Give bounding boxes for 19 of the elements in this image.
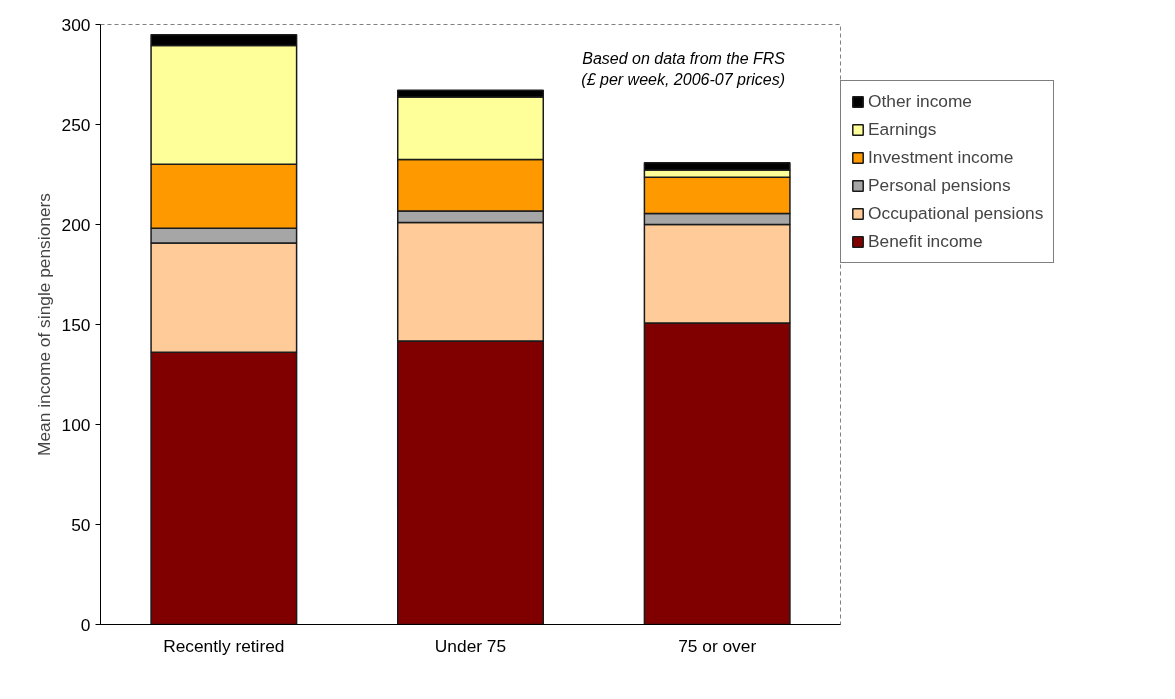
legend-label: Personal pensions xyxy=(868,175,1011,196)
x-tick-label: Recently retired xyxy=(163,635,285,656)
y-tick-label: 50 xyxy=(71,514,91,535)
y-tick-label: 150 xyxy=(61,314,91,335)
legend-label: Occupational pensions xyxy=(868,203,1044,224)
annotation: Based on data from the FRS xyxy=(582,49,786,67)
y-axis-title: Mean income of single pensioners xyxy=(33,192,54,456)
y-tick-label: 100 xyxy=(61,414,91,435)
y-tick-label: 300 xyxy=(61,14,91,35)
legend-label: Other income xyxy=(868,91,973,112)
legend-label: Benefit income xyxy=(868,231,983,252)
legend-label: Investment income xyxy=(868,147,1014,168)
legend-label: Earnings xyxy=(868,119,937,140)
y-tick-label: 200 xyxy=(61,214,91,235)
x-tick-label: 75 or over xyxy=(678,635,757,656)
y-tick-label: 0 xyxy=(80,614,91,635)
y-tick-label: 250 xyxy=(61,114,91,135)
annotation: (£ per week, 2006-07 prices) xyxy=(581,71,785,89)
x-tick-label: Under 75 xyxy=(434,635,507,656)
